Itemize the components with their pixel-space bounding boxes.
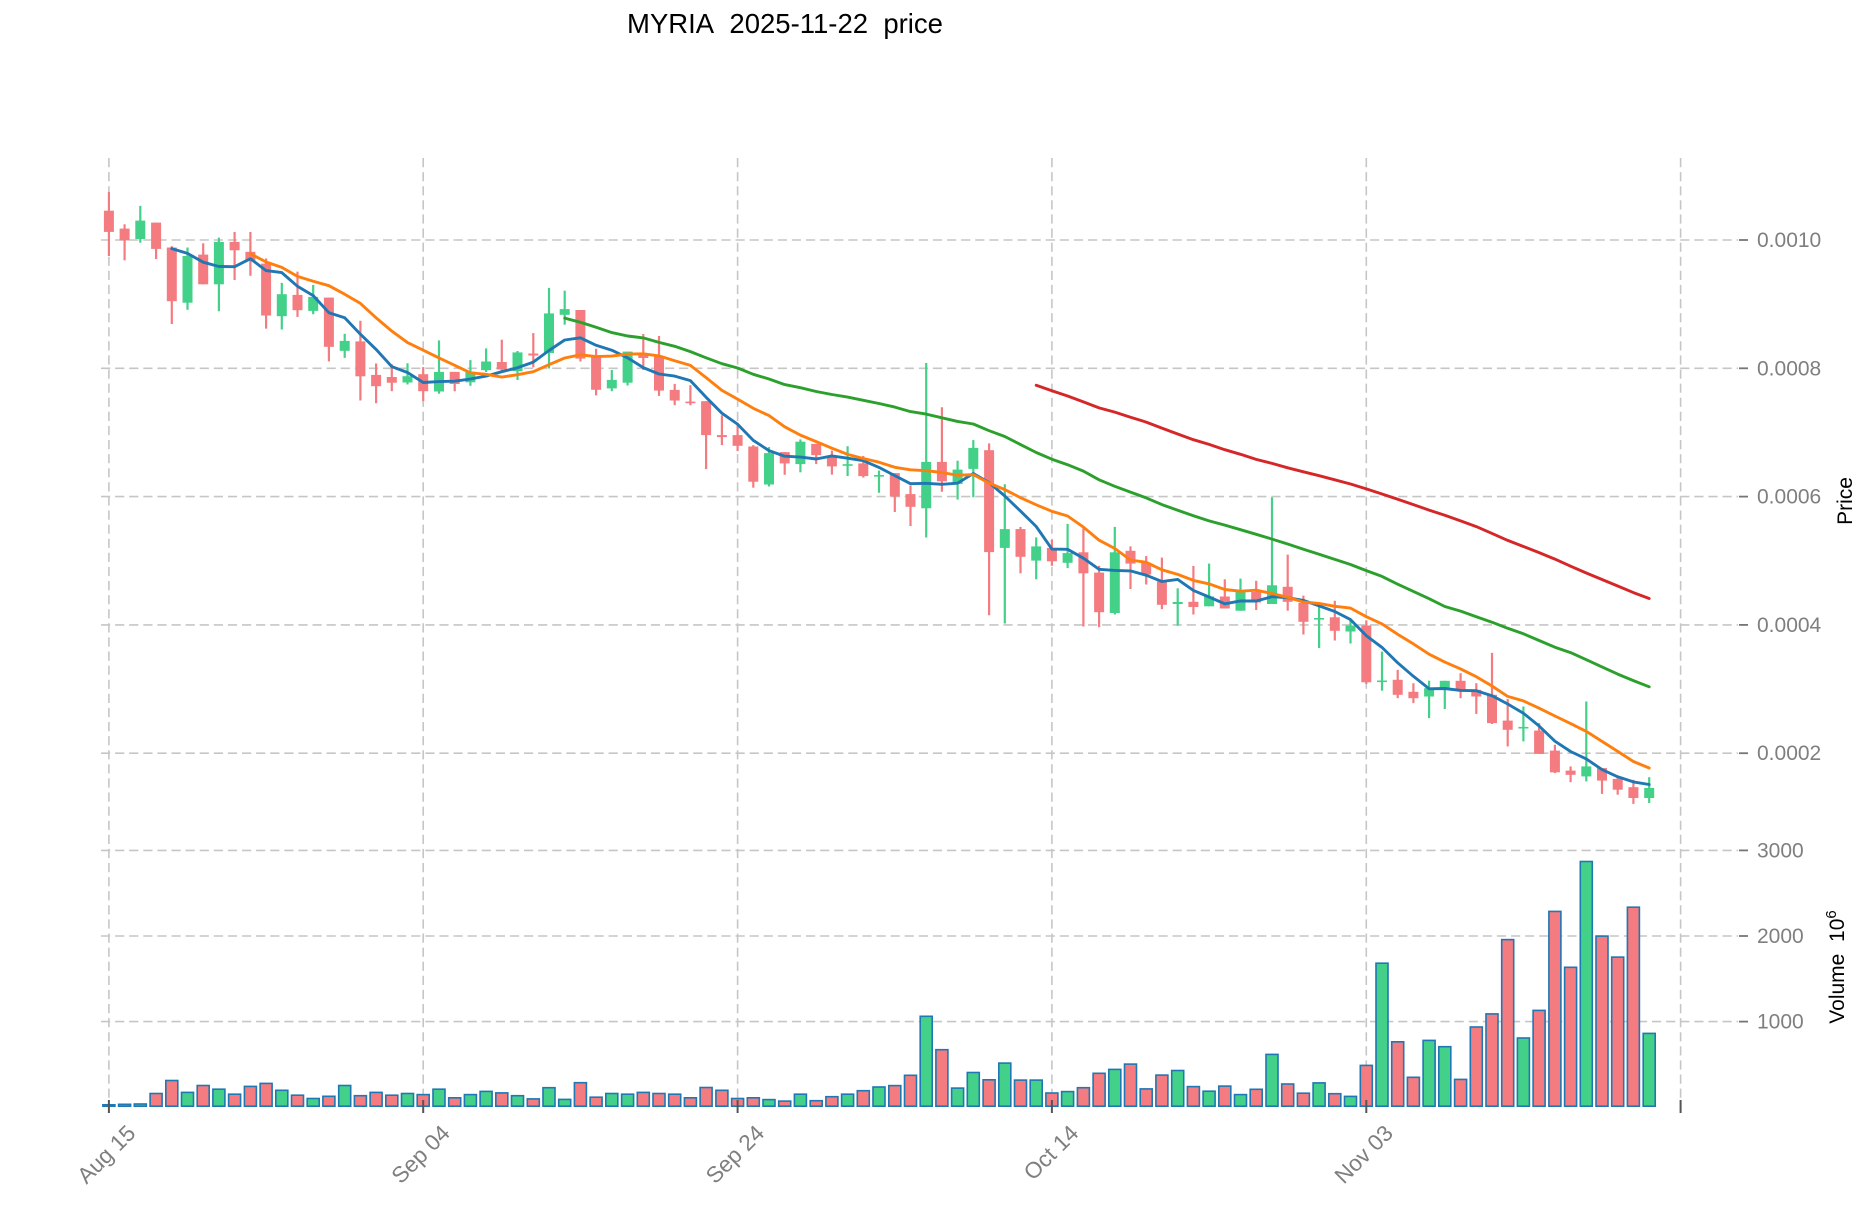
svg-text:0.0002: 0.0002 [1757, 742, 1821, 765]
svg-text:3000: 3000 [1757, 839, 1804, 862]
svg-text:0.0004: 0.0004 [1757, 614, 1822, 637]
svg-text:0.0008: 0.0008 [1757, 357, 1821, 380]
svg-text:Volume 106: Volume 106 [1823, 910, 1850, 1023]
svg-text:MYRIA 2025-11-22 price: MYRIA 2025-11-22 price [627, 8, 943, 39]
svg-text:1000: 1000 [1757, 1011, 1804, 1034]
svg-text:0.0010: 0.0010 [1757, 229, 1821, 252]
svg-text:0.0006: 0.0006 [1757, 486, 1821, 509]
svg-text:2000: 2000 [1757, 925, 1804, 948]
svg-text:Price: Price [1834, 477, 1857, 525]
